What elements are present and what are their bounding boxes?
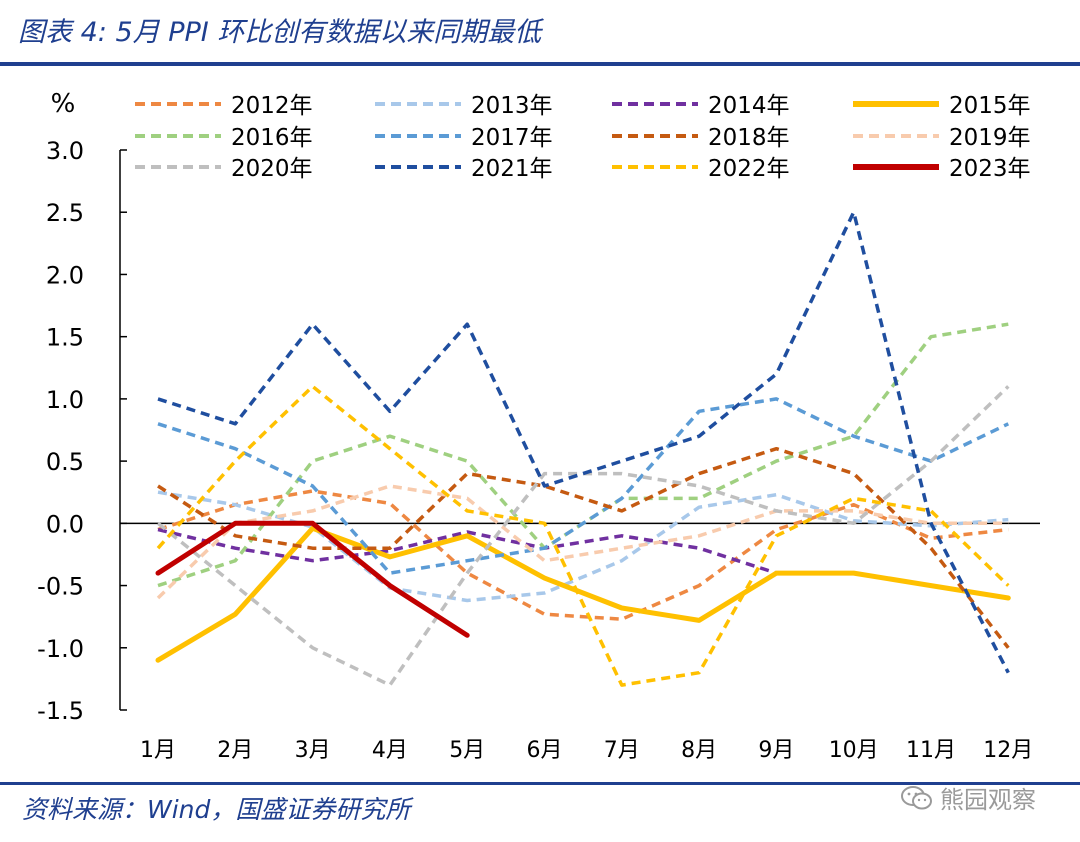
legend-label: 2015年: [949, 93, 1031, 119]
x-tick-label: 7月: [604, 738, 640, 763]
watermark: 熊园观察: [900, 780, 1036, 815]
legend-label: 2016年: [231, 125, 313, 151]
series-line-2018年: [157, 446, 1010, 649]
series-line-2021年: [157, 210, 1010, 674]
series-line-2015年: [155, 525, 1011, 663]
series-line-2023年: [155, 520, 470, 638]
legend-label: 2013年: [471, 93, 553, 119]
legend-label: 2021年: [471, 156, 553, 182]
x-tick-label: 2月: [217, 738, 253, 763]
y-tick-label: 1.5: [46, 324, 84, 352]
legend-label: 2022年: [708, 156, 790, 182]
x-tick-label: 6月: [527, 738, 563, 763]
legend-label: 2020年: [231, 156, 313, 182]
legend-label: 2019年: [949, 125, 1031, 151]
x-tick-label: 3月: [295, 738, 331, 763]
y-tick-label: -0.5: [37, 573, 84, 601]
y-tick-label: 2.5: [46, 199, 84, 227]
x-tick-label: 4月: [372, 738, 408, 763]
series-line-2016年: [157, 322, 1009, 588]
series-line-2020年: [156, 385, 1010, 687]
y-tick-label: 1.0: [46, 386, 84, 414]
line-chart: % 3.0 2.5 2.0 1.5 1.0 0.5 0.0 -0.5 -1.0 -1.5 1月 2月 3月…: [37, 89, 1040, 763]
series-line-2022年: [156, 384, 1010, 687]
legend-label: 2014年: [708, 93, 790, 119]
wechat-icon: [901, 785, 932, 809]
series-line-2012年: [157, 489, 1009, 621]
series-line-2013年: [157, 490, 1009, 603]
x-tick-label: 12月: [983, 738, 1033, 763]
top-rule: [0, 62, 1080, 66]
chart-title: 图表 4: 5月 PPI 环比创有数据以来同期最低: [18, 17, 542, 48]
series-line-2014年: [157, 527, 777, 575]
legend-label: 2012年: [231, 93, 313, 119]
legend-label: 2017年: [471, 125, 553, 151]
y-tick-label: -1.5: [37, 697, 84, 725]
x-tick-label: 9月: [758, 738, 794, 763]
y-tick-label: -1.0: [37, 635, 84, 663]
x-tick-label: 1月: [140, 738, 176, 763]
series-line-2017年: [157, 397, 1010, 575]
y-tick-label: 0.0: [46, 510, 84, 538]
x-tick-label: 11月: [906, 738, 956, 763]
x-tick-label: 8月: [681, 738, 717, 763]
bottom-rule: [0, 782, 1080, 785]
watermark-text: 熊园观察: [940, 786, 1036, 814]
source-note: 资料来源：Wind，国盛证券研究所: [22, 795, 411, 824]
x-tick-label: 5月: [449, 738, 485, 763]
y-axis-label: %: [51, 89, 76, 119]
x-tick-label: 10月: [829, 738, 879, 763]
y-tick-label: 2.0: [46, 261, 84, 289]
y-tick-label: 0.5: [46, 448, 84, 476]
legend-label: 2018年: [708, 125, 790, 151]
y-tick-label: 3.0: [46, 137, 84, 165]
legend-label: 2023年: [949, 156, 1031, 182]
